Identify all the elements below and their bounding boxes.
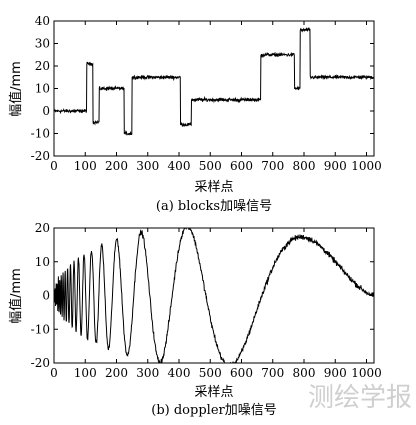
doppler-y-tick-label: -20 <box>31 356 50 370</box>
blocks-x-tick-label: 700 <box>261 159 284 173</box>
doppler-y-tick-label: -10 <box>31 322 50 336</box>
doppler-y-axis-label: 幅值/mm <box>8 268 24 324</box>
doppler-y-tick-label: 20 <box>35 221 50 235</box>
blocks-x-tick-label: 600 <box>230 159 253 173</box>
doppler-chart: 0 100 200 300 400 500 600 700 800 900 1000 -20 -10 0 1… <box>8 221 382 418</box>
doppler-x-tick-label: 0 <box>50 366 58 380</box>
blocks-x-tick-label: 900 <box>324 159 347 173</box>
blocks-y-tick-label: 40 <box>35 14 50 28</box>
doppler-x-tick-label: 800 <box>293 366 316 380</box>
blocks-x-tick-label: 1000 <box>351 159 382 173</box>
blocks-y-tick-label: -20 <box>31 149 50 163</box>
doppler-x-tick-label: 700 <box>261 366 284 380</box>
doppler-x-axis-label: 采样点 <box>194 385 233 400</box>
blocks-x-tick-label: 200 <box>105 159 128 173</box>
doppler-x-tick-label: 400 <box>168 366 191 380</box>
blocks-y-tick-label: 0 <box>42 104 50 118</box>
blocks-y-tick-label: -10 <box>31 127 50 141</box>
blocks-x-tick-label: 800 <box>293 159 316 173</box>
blocks-x-tick-label: 400 <box>168 159 191 173</box>
blocks-caption: (a) blocks加噪信号 <box>156 199 272 214</box>
blocks-x-tick-label: 0 <box>50 159 58 173</box>
blocks-x-axis-label: 采样点 <box>194 180 233 195</box>
doppler-plot-frame <box>53 227 375 364</box>
blocks-y-axis-label: 幅值/mm <box>8 61 24 117</box>
blocks-y-tick-label: 20 <box>35 59 50 73</box>
doppler-x-tick-label: 900 <box>324 366 347 380</box>
blocks-chart: 0 100 200 300 400 500 600 700 800 900 1000 -20 -10 0 1… <box>8 14 382 214</box>
blocks-series-line <box>53 27 375 136</box>
doppler-series-line <box>53 227 375 364</box>
doppler-y-tick-label: 0 <box>42 289 50 303</box>
doppler-x-tick-label: 600 <box>230 366 253 380</box>
blocks-y-tick-label: 30 <box>35 37 50 51</box>
blocks-x-tick-label: 500 <box>199 159 222 173</box>
blocks-x-tick-label: 300 <box>136 159 159 173</box>
doppler-x-tick-label: 500 <box>199 366 222 380</box>
doppler-x-tick-label: 1000 <box>351 366 382 380</box>
doppler-x-tick-label: 200 <box>105 366 128 380</box>
doppler-x-tick-label: 100 <box>74 366 97 380</box>
doppler-y-tick-label: 10 <box>35 255 50 269</box>
doppler-x-tick-label: 300 <box>136 366 159 380</box>
doppler-caption: (b) doppler加噪信号 <box>151 403 276 418</box>
watermark-text: 测绘学报 <box>308 383 412 413</box>
blocks-y-tick-label: 10 <box>35 82 50 96</box>
blocks-x-tick-label: 100 <box>74 159 97 173</box>
